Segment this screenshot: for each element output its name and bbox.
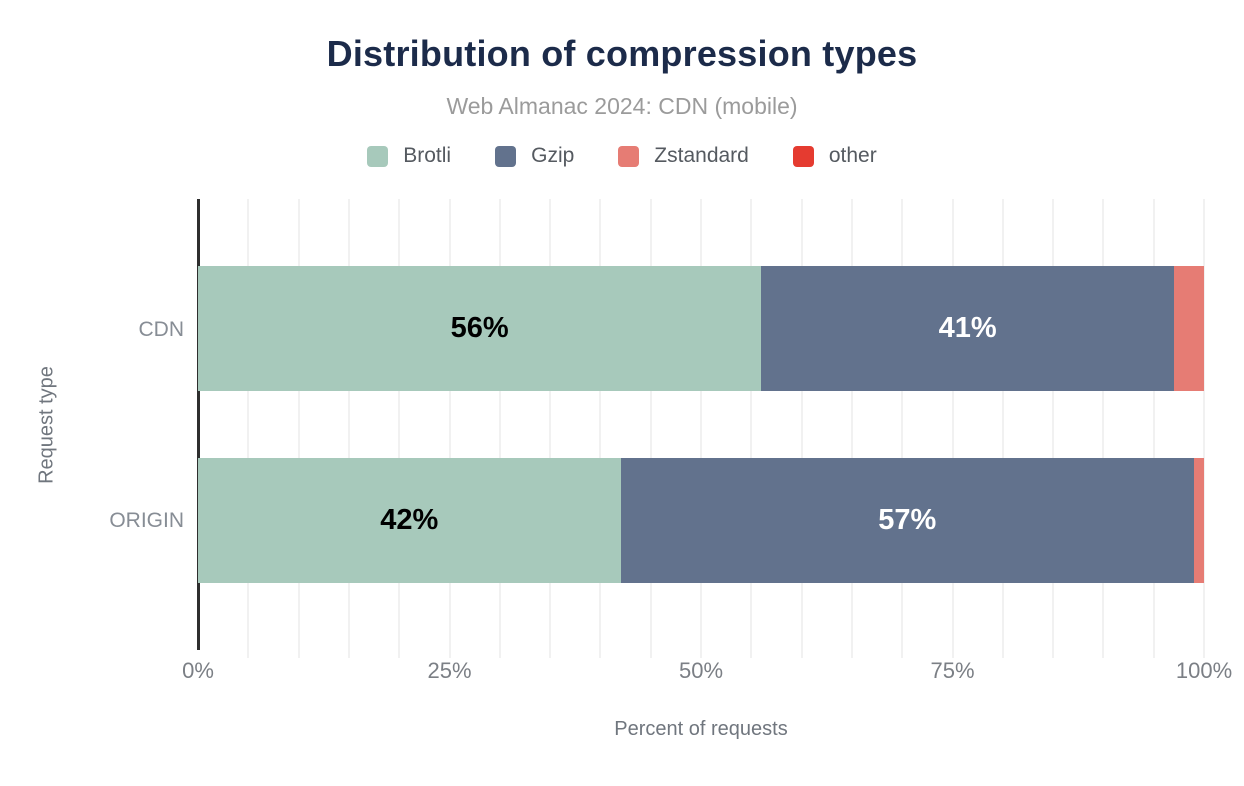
y-axis-line (197, 199, 200, 650)
legend: Brotli Gzip Zstandard other (0, 144, 1244, 168)
legend-label: Brotli (403, 144, 452, 167)
y-category-label-cdn: CDN (138, 318, 185, 341)
chart-title: Distribution of compression types (326, 33, 918, 74)
legend-item-zstandard[interactable]: Zstandard (618, 144, 749, 168)
bar-segment-origin-zstandard[interactable] (1193, 458, 1204, 583)
bar-value-label: 56% (450, 312, 509, 344)
bar-segment-cdn-gzip[interactable]: 41% (761, 266, 1174, 391)
grid-line (549, 199, 552, 658)
bar-row-origin: 42% 57% (198, 458, 1204, 583)
legend-swatch-brotli (367, 145, 389, 167)
grid-line (398, 199, 401, 658)
legend-item-other[interactable]: other (792, 144, 877, 168)
grid-line (498, 199, 501, 658)
grid-line (1102, 199, 1105, 658)
y-category-label-origin: ORIGIN (109, 509, 184, 532)
grid-line (800, 199, 803, 658)
grid-line (1152, 199, 1155, 658)
legend-label: Zstandard (654, 144, 749, 167)
grid-line (1052, 199, 1055, 658)
grid-line (599, 199, 602, 658)
legend-label: other (828, 144, 877, 167)
legend-item-brotli[interactable]: Brotli (367, 144, 451, 168)
legend-label: Gzip (531, 144, 575, 167)
grid-line (1001, 199, 1004, 658)
x-tick-label: 100% (1175, 658, 1233, 683)
x-tick-label: 0% (182, 658, 214, 683)
grid-line (850, 199, 853, 658)
legend-swatch-zstandard (618, 145, 640, 167)
bar-value-label: 57% (878, 504, 937, 536)
x-axis-title: Percent of requests (614, 718, 788, 740)
legend-item-gzip[interactable]: Gzip (495, 144, 574, 168)
bar-row-cdn: 56% 41% (198, 266, 1204, 391)
bar-segment-origin-brotli[interactable]: 42% (198, 458, 621, 583)
x-tick-label: 50% (678, 658, 724, 683)
grid-line (700, 199, 702, 658)
grid-line (347, 199, 350, 658)
bar-segment-cdn-brotli[interactable]: 56% (198, 266, 762, 391)
chart-subtitle: Web Almanac 2024: CDN (mobile) (446, 93, 798, 119)
legend-swatch-other (792, 145, 814, 167)
grid-line (448, 199, 451, 658)
bar-value-label: 42% (380, 504, 439, 536)
bar-segment-cdn-zstandard[interactable] (1173, 266, 1204, 391)
grid-line (951, 199, 954, 658)
bar-value-label: 41% (938, 312, 997, 344)
x-tick-label: 75% (930, 658, 975, 683)
grid-line (1203, 199, 1205, 658)
bar-segment-origin-gzip[interactable]: 57% (620, 458, 1194, 583)
x-tick-label: 25% (427, 658, 472, 683)
grid-line (247, 199, 250, 658)
y-axis-title: Request type (35, 366, 58, 484)
grid-line (649, 199, 652, 658)
grid-line (297, 199, 300, 658)
grid-line (901, 199, 904, 658)
legend-swatch-gzip (495, 145, 517, 167)
plot-area: 56% 41% 42% 57% (197, 199, 1205, 658)
grid-line (750, 199, 753, 658)
